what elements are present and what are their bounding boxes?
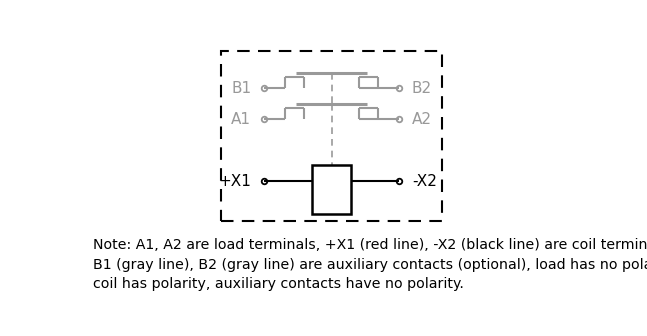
Text: coil has polarity, auxiliary contacts have no polarity.: coil has polarity, auxiliary contacts ha… xyxy=(93,277,465,291)
Text: Note: A1, A2 are load terminals, +X1 (red line), -X2 (black line) are coil termi: Note: A1, A2 are load terminals, +X1 (re… xyxy=(93,238,647,252)
Text: B2: B2 xyxy=(412,81,432,96)
Bar xyxy=(312,165,351,214)
Text: B1 (gray line), B2 (gray line) are auxiliary contacts (optional), load has no po: B1 (gray line), B2 (gray line) are auxil… xyxy=(93,258,647,271)
Text: B1: B1 xyxy=(231,81,251,96)
Text: A1: A1 xyxy=(232,112,251,127)
Text: A2: A2 xyxy=(412,112,432,127)
Text: +X1: +X1 xyxy=(219,174,251,189)
Text: -X2: -X2 xyxy=(412,174,437,189)
